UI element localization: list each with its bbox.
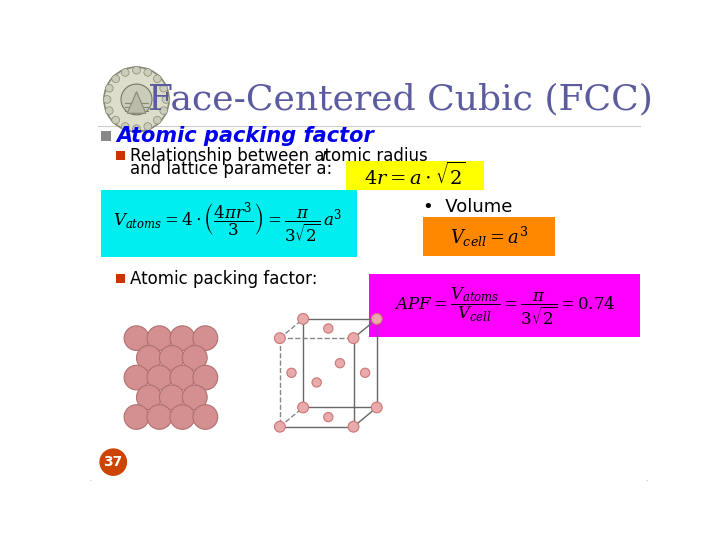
Bar [423,217,555,256]
Circle shape [137,346,161,370]
Circle shape [159,346,184,370]
Circle shape [121,84,152,115]
Circle shape [122,69,129,76]
Circle shape [159,385,184,410]
Text: $4r = a \cdot \sqrt{2}$: $4r = a \cdot \sqrt{2}$ [364,162,466,190]
Circle shape [274,421,285,432]
Text: 37: 37 [104,455,123,469]
Circle shape [170,404,195,429]
Text: Relationship between atomic radius: Relationship between atomic radius [130,147,433,165]
Circle shape [162,96,170,103]
Circle shape [297,314,309,325]
Text: r: r [322,147,328,165]
Circle shape [147,326,172,350]
Text: $APF = \dfrac{V_{atoms}}{V_{cell}} = \dfrac{\pi}{3\sqrt{2}} = 0.74$: $APF = \dfrac{V_{atoms}}{V_{cell}} = \df… [394,285,616,327]
Circle shape [153,75,161,83]
Bar [117,151,125,159]
Circle shape [104,67,169,132]
Bar [101,190,356,257]
Circle shape [160,107,168,114]
Circle shape [137,385,161,410]
Circle shape [361,368,370,377]
Circle shape [348,333,359,343]
Circle shape [312,378,321,387]
Circle shape [124,326,149,350]
Circle shape [100,449,127,475]
Circle shape [372,314,382,325]
Circle shape [122,123,129,130]
Circle shape [144,69,152,76]
Circle shape [103,96,111,103]
Circle shape [132,125,140,132]
Circle shape [124,404,149,429]
Circle shape [297,402,309,413]
Circle shape [287,368,296,377]
Text: Atomic packing factor:: Atomic packing factor: [130,270,317,288]
Text: and lattice parameter a:: and lattice parameter a: [130,160,332,178]
Circle shape [147,365,172,390]
Bar [369,274,640,338]
Circle shape [193,404,217,429]
Circle shape [124,365,149,390]
Circle shape [170,326,195,350]
FancyBboxPatch shape [89,63,649,482]
Bar [346,161,484,190]
Circle shape [112,116,120,124]
Circle shape [324,413,333,422]
Circle shape [336,359,345,368]
Text: $V_{atoms} = 4 \cdot \left( \dfrac{4\pi r^3}{3} \right) = \dfrac{\pi}{3\sqrt{2}}: $V_{atoms} = 4 \cdot \left( \dfrac{4\pi … [113,201,343,246]
Circle shape [132,66,140,74]
Text: $V_{cell} = a^3$: $V_{cell} = a^3$ [450,225,528,248]
Text: Atomic packing factor: Atomic packing factor [117,126,374,146]
Bar [117,274,125,283]
Circle shape [105,84,113,92]
Circle shape [324,324,333,333]
Circle shape [112,75,120,83]
Circle shape [182,346,207,370]
Circle shape [144,123,152,130]
Circle shape [372,402,382,413]
Circle shape [182,385,207,410]
Circle shape [153,116,161,124]
Text: Face-Centered Cubic (FCC): Face-Centered Cubic (FCC) [148,83,652,117]
Bar [101,131,111,141]
Circle shape [105,107,113,114]
Circle shape [160,84,168,92]
Circle shape [193,365,217,390]
Polygon shape [127,92,145,113]
Circle shape [170,365,195,390]
Circle shape [193,326,217,350]
Circle shape [274,333,285,343]
Text: •  Volume: • Volume [423,198,513,216]
Circle shape [348,421,359,432]
Circle shape [147,404,172,429]
